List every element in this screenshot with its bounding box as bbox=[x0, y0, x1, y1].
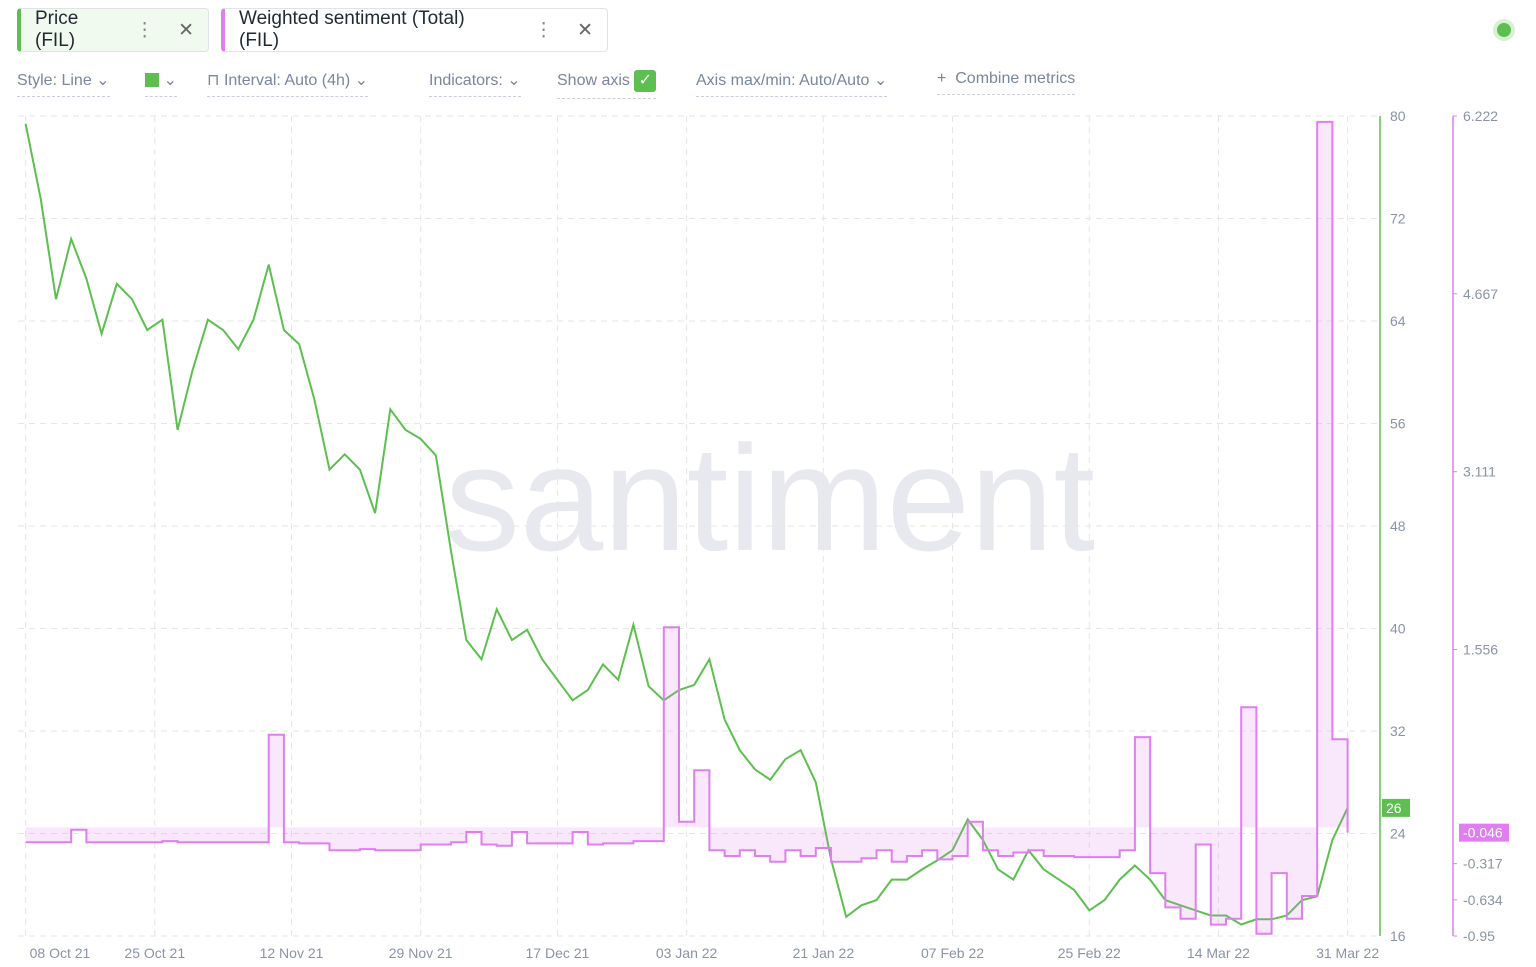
x-tick-label: 25 Feb 22 bbox=[1058, 945, 1121, 961]
last-value-badge bbox=[1459, 823, 1509, 842]
x-tick-label: 25 Oct 21 bbox=[124, 945, 185, 961]
y-tick-label: 72 bbox=[1390, 211, 1406, 227]
y-tick-label: 40 bbox=[1390, 621, 1406, 637]
x-tick-label: 14 Mar 22 bbox=[1187, 945, 1250, 961]
show-axis[interactable]: Show axis ✓ bbox=[557, 70, 657, 99]
color-select[interactable]: ⌄ bbox=[145, 70, 177, 97]
tool-label: Interval: Auto (4h) bbox=[223, 72, 351, 89]
x-tick-label: 07 Feb 22 bbox=[921, 945, 984, 961]
y-tick-label: 24 bbox=[1390, 826, 1406, 842]
y2-tick-label: 3.111 bbox=[1463, 464, 1496, 480]
tool-label: Show axis bbox=[557, 72, 630, 89]
y-tick-label: 48 bbox=[1390, 518, 1406, 534]
close-icon[interactable]: ✕ bbox=[178, 19, 194, 41]
x-tick-label: 03 Jan 22 bbox=[656, 945, 718, 961]
indicators-select[interactable]: Indicators: ⌄ bbox=[429, 70, 521, 97]
y2-tick-label: -0.634 bbox=[1463, 892, 1503, 908]
axis-range-select[interactable]: Axis max/min: Auto/Auto ⌄ bbox=[696, 70, 888, 97]
y2-tick-label: 1.556 bbox=[1463, 641, 1498, 657]
x-tick-label: 17 Dec 21 bbox=[526, 945, 590, 961]
y2-tick-label: 4.667 bbox=[1463, 286, 1498, 302]
watermark: santiment bbox=[445, 414, 1095, 582]
color-swatch bbox=[145, 73, 159, 87]
y-tick-label: 80 bbox=[1390, 108, 1406, 124]
tool-label: Style: Line bbox=[17, 72, 92, 89]
x-tick-label: 29 Nov 21 bbox=[389, 945, 453, 961]
close-icon[interactable]: ✕ bbox=[577, 19, 593, 41]
x-tick-label: 12 Nov 21 bbox=[260, 945, 324, 961]
series-line bbox=[25, 120, 1349, 935]
tab-label: Weighted sentiment (Total) (FIL) bbox=[239, 8, 465, 51]
metric-tab[interactable]: Weighted sentiment (Total) (FIL) ⋮ ✕ bbox=[221, 8, 608, 52]
area bbox=[25, 121, 1348, 934]
x-tick-label: 21 Jan 22 bbox=[793, 945, 855, 961]
menu-icon[interactable]: ⋮ bbox=[135, 19, 155, 41]
tab-label: Price (FIL) bbox=[35, 8, 79, 51]
status-dot bbox=[1497, 23, 1511, 37]
y-tick-label: 56 bbox=[1390, 416, 1406, 432]
tool-label: Indicators: bbox=[429, 72, 503, 89]
series-line bbox=[24, 123, 1349, 926]
y-tick-label: 32 bbox=[1390, 723, 1406, 739]
tool-label: Axis max/min: Auto/Auto bbox=[696, 72, 870, 89]
metric-tab[interactable]: Price (FIL) ⋮ ✕ bbox=[17, 8, 209, 52]
y2-tick-label: -0.317 bbox=[1463, 856, 1503, 872]
combine-button[interactable]: + Combine metrics bbox=[937, 70, 1076, 95]
interval-select[interactable]: ⊓ Interval: Auto (4h) ⌄ bbox=[207, 70, 369, 97]
x-tick-label: 08 Oct 21 bbox=[30, 945, 91, 961]
y2-tick-label: -0.95 bbox=[1463, 928, 1495, 944]
y-tick-label: 16 bbox=[1390, 928, 1406, 944]
y-tick-label: 64 bbox=[1390, 313, 1406, 329]
checkbox[interactable]: ✓ bbox=[634, 70, 657, 92]
last-value-label: 26 bbox=[1386, 800, 1402, 816]
menu-icon[interactable]: ⋮ bbox=[534, 19, 554, 41]
last-value-badge bbox=[1382, 798, 1410, 817]
y2-tick-label: 6.222 bbox=[1463, 108, 1498, 124]
tool-label: Combine metrics bbox=[955, 70, 1076, 87]
last-value-label: -0.046 bbox=[1463, 825, 1503, 841]
style-select[interactable]: Style: Line ⌄ bbox=[17, 70, 110, 97]
x-tick-label: 31 Mar 22 bbox=[1316, 945, 1379, 961]
